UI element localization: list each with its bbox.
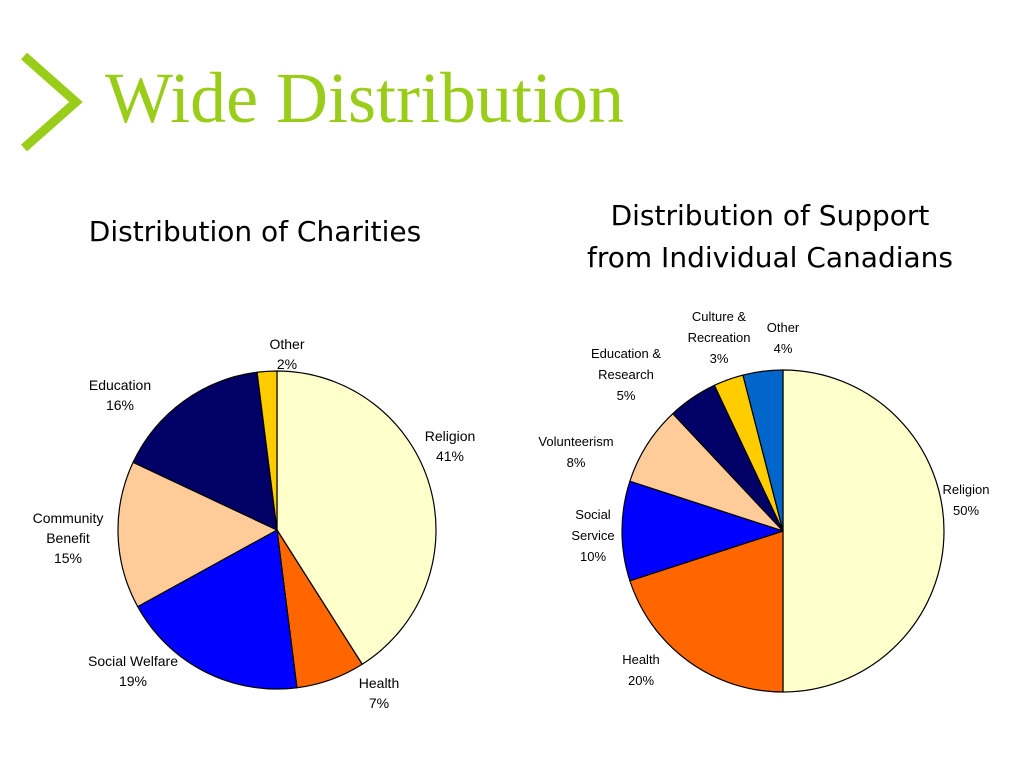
slice-name-label: Service xyxy=(571,528,614,543)
pie-slice-religion xyxy=(276,370,437,665)
slice-label-health: Health 20% xyxy=(622,652,660,688)
slice-label-education: Education 16% xyxy=(89,377,151,413)
pie-slice-community-benefit xyxy=(117,461,278,608)
slice-label-other: Other 4% xyxy=(767,320,800,356)
pie-slice-social-service xyxy=(621,480,784,582)
slice-value-label: 7% xyxy=(369,695,389,711)
slice-name-label: Social xyxy=(575,507,611,522)
chevron-right-icon xyxy=(21,52,83,152)
slice-name-label: Other xyxy=(767,320,800,335)
slice-label-culture-recreation: Culture & Recreation 3% xyxy=(688,309,751,366)
pie-slice-religion xyxy=(782,369,945,693)
pie-slice-other xyxy=(742,369,784,532)
slice-name-label: Benefit xyxy=(46,530,90,546)
chart-title-charities: Distribution of Charities xyxy=(40,211,470,253)
slice-name-label: Community xyxy=(33,510,104,526)
slice-name-label: Education xyxy=(89,377,151,393)
slice-label-religion: Religion 50% xyxy=(943,482,990,518)
pie-slice-education xyxy=(132,371,278,531)
slice-value-label: 15% xyxy=(54,550,82,566)
slice-label-social-service: Social Service 10% xyxy=(571,507,614,564)
slice-name-label: Health xyxy=(359,675,399,691)
slice-label-religion: Religion 41% xyxy=(425,428,476,464)
slice-value-label: 16% xyxy=(106,397,134,413)
slice-name-label: Volunteerism xyxy=(538,434,613,449)
slice-name-label: Research xyxy=(598,367,654,382)
slice-name-label: Religion xyxy=(943,482,990,497)
slice-label-social-welfare: Social Welfare 19% xyxy=(88,653,178,689)
slice-value-label: 8% xyxy=(567,455,586,470)
slice-name-label: Religion xyxy=(425,428,476,444)
slice-label-other: Other 2% xyxy=(269,336,304,372)
slice-label-volunteerism: Volunteerism 8% xyxy=(538,434,613,470)
slice-value-label: 10% xyxy=(580,549,606,564)
slice-value-label: 5% xyxy=(617,388,636,403)
slice-name-label: Other xyxy=(269,336,304,352)
slice-label-health: Health 7% xyxy=(359,675,399,711)
pie-slice-other xyxy=(256,370,278,531)
slice-label-education-research: Education & Research 5% xyxy=(591,346,661,403)
pie-chart-charities: Religion 41% Health 7% Social Welfare 19% Comm… xyxy=(33,336,476,711)
slice-value-label: 20% xyxy=(628,673,654,688)
slice-name-label: Culture & xyxy=(692,309,747,324)
slice-value-label: 2% xyxy=(277,356,297,372)
slice-name-label: Recreation xyxy=(688,330,751,345)
pie-slice-social-welfare xyxy=(137,529,298,690)
chart-title-support-line: Distribution of Support xyxy=(610,199,930,232)
slice-value-label: 4% xyxy=(774,341,793,356)
chart-title-support-line: from Individual Canadians xyxy=(587,241,953,274)
slice-value-label: 41% xyxy=(436,448,464,464)
chart-title-support: Distribution of Support from Individual C… xyxy=(540,195,1000,279)
slice-name-label: Health xyxy=(622,652,660,667)
page-title: Wide Distribution xyxy=(105,58,625,138)
pie-chart-support: Religion 50% Health 20% Social Service 10% Volu… xyxy=(538,309,990,693)
slice-value-label: 50% xyxy=(953,503,979,518)
slice-label-community-benefit: Community Benefit 15% xyxy=(33,510,104,566)
slice-value-label: 3% xyxy=(710,351,729,366)
chart-title-charities-line: Distribution of Charities xyxy=(88,215,422,248)
slice-name-label: Education & xyxy=(591,346,661,361)
slice-name-label: Social Welfare xyxy=(88,653,178,669)
slice-value-label: 19% xyxy=(119,673,147,689)
pie-slice-health xyxy=(629,530,784,693)
